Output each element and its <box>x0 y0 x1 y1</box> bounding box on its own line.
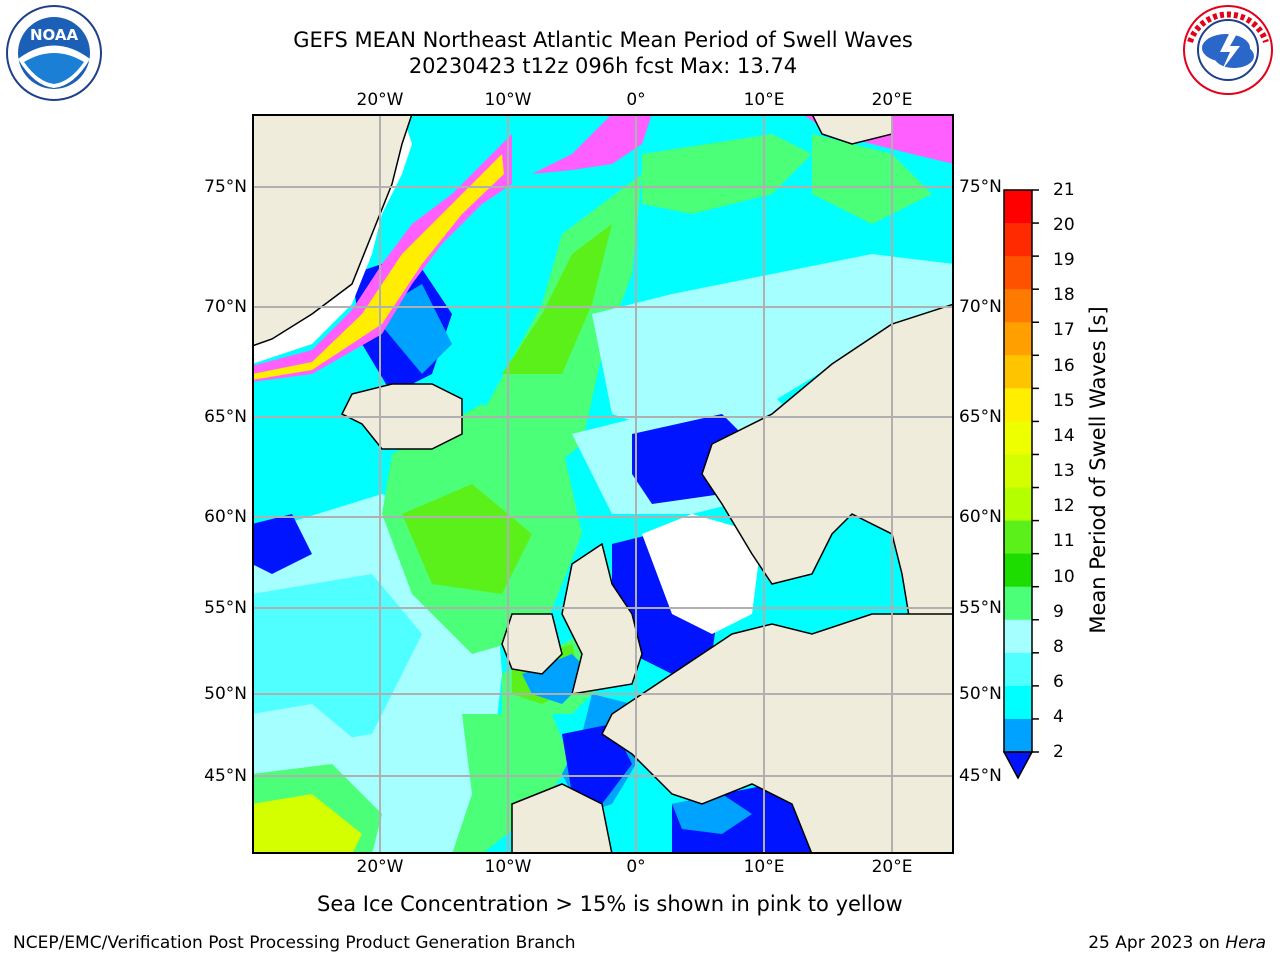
lat-tick-left: 65°N <box>204 407 247 427</box>
noaa-logo-text: NOAA <box>30 26 79 44</box>
footer-credit: NCEP/EMC/Verification Post Processing Pr… <box>13 933 576 953</box>
map-panel <box>252 114 954 854</box>
noaa-logo: NOAA <box>6 5 102 101</box>
lat-tick-left: 75°N <box>204 177 247 197</box>
nws-logo <box>1182 4 1274 96</box>
lon-tick-top: 10°E <box>743 90 785 110</box>
colorbar-tick: 8 <box>1053 637 1064 657</box>
colorbar-swatch <box>1004 586 1032 621</box>
lat-tick-left: 55°N <box>204 598 247 618</box>
colorbar-tick: 17 <box>1053 320 1075 340</box>
lat-tick-right: 50°N <box>959 684 1002 704</box>
lon-tick-top: 20°E <box>871 90 913 110</box>
colorbar-tick: 9 <box>1053 602 1064 622</box>
footer-date: 25 Apr 2023 on Hera <box>1088 933 1266 953</box>
lon-tick-top: 20°W <box>356 90 404 110</box>
colorbar-tick: 6 <box>1053 672 1064 692</box>
colorbar-tick: 2 <box>1053 742 1064 762</box>
north-sea-white <box>642 514 762 634</box>
colorbar-swatch <box>1004 520 1032 555</box>
lon-tick-bottom: 20°E <box>871 857 913 877</box>
map-title-line2: 20230423 t12z 096h fcst Max: 13.74 <box>408 54 798 78</box>
colorbar-tick: 4 <box>1053 707 1064 727</box>
colorbar-tick: 11 <box>1053 531 1075 551</box>
lon-tick-bottom: 10°W <box>484 857 532 877</box>
colorbar-tick: 21 <box>1053 180 1075 200</box>
lat-tick-right: 55°N <box>959 598 1002 618</box>
lon-tick-bottom: 10°E <box>743 857 785 877</box>
colorbar-swatch <box>1004 355 1032 389</box>
colorbar-label: Mean Period of Swell Waves [s] <box>1086 306 1110 634</box>
lon-tick-bottom: 0° <box>626 857 646 877</box>
colorbar-swatch <box>1004 190 1032 224</box>
lat-tick-left: 60°N <box>204 507 247 527</box>
colorbar-swatch <box>1004 685 1032 720</box>
colorbar-swatch <box>1004 223 1032 257</box>
lat-tick-left: 70°N <box>204 297 247 317</box>
colorbar-swatch <box>1004 454 1032 489</box>
lon-tick-top: 10°W <box>484 90 532 110</box>
lat-tick-right: 75°N <box>959 177 1002 197</box>
colorbar-swatch <box>1004 421 1032 456</box>
colorbar-tick: 14 <box>1053 426 1075 446</box>
colorbar-swatch <box>1004 322 1032 356</box>
colorbar-tick: 20 <box>1053 215 1075 235</box>
lat-tick-left: 45°N <box>204 766 247 786</box>
colorbar-tick: 15 <box>1053 391 1075 411</box>
colorbar-extend-arrow <box>1002 751 1034 780</box>
lat-tick-right: 65°N <box>959 407 1002 427</box>
colorbar-tick: 13 <box>1053 461 1075 481</box>
footer-date-text: 25 Apr 2023 on <box>1088 933 1226 953</box>
lon-tick-bottom: 20°W <box>356 857 404 877</box>
map-title-line1: GEFS MEAN Northeast Atlantic Mean Period… <box>293 28 913 52</box>
lat-tick-right: 60°N <box>959 507 1002 527</box>
colorbar-swatch <box>1004 256 1032 290</box>
map-frame <box>252 114 954 854</box>
colorbar-tick: 10 <box>1053 567 1075 587</box>
sea-ice-north <box>532 114 652 174</box>
colorbar-swatch <box>1004 553 1032 588</box>
colorbar-swatch <box>1004 487 1032 522</box>
colorbar-swatch <box>1004 652 1032 687</box>
lon-tick-top: 0° <box>626 90 646 110</box>
sea-ice-edge <box>252 134 512 382</box>
footer-machine: Hera <box>1225 933 1266 953</box>
colorbar-swatch <box>1004 289 1032 323</box>
colorbar-tick: 16 <box>1053 356 1075 376</box>
gridlines <box>252 114 954 854</box>
colorbar-tick: 12 <box>1053 496 1075 516</box>
colorbar-tick: 19 <box>1053 250 1075 270</box>
lat-tick-right: 45°N <box>959 766 1002 786</box>
lat-tick-left: 50°N <box>204 684 247 704</box>
colorbar-tick: 18 <box>1053 285 1075 305</box>
colorbar-frame <box>1003 189 1033 753</box>
colorbar <box>1002 189 1039 780</box>
colorbar-swatch <box>1004 718 1032 753</box>
lat-tick-right: 70°N <box>959 297 1002 317</box>
colorbar-swatch <box>1004 619 1032 654</box>
sea-ice-note: Sea Ice Concentration > 15% is shown in … <box>317 892 903 916</box>
colorbar-swatch <box>1004 388 1032 423</box>
